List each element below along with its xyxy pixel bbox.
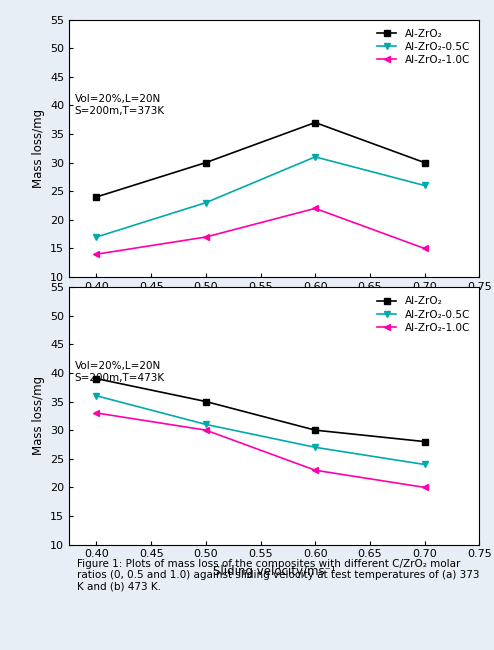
Line: Al-ZrO₂-0.5C: Al-ZrO₂-0.5C (93, 153, 428, 240)
Text: Vol=20%,L=20N
S=200m,T=373K: Vol=20%,L=20N S=200m,T=373K (75, 94, 165, 116)
Al-ZrO₂-1.0C (312, 466, 318, 474)
Al-ZrO₂ (93, 374, 99, 382)
Line: Al-ZrO₂: Al-ZrO₂ (93, 375, 428, 445)
Al-ZrO₂-0.5C (312, 443, 318, 451)
Text: (b): (b) (403, 307, 424, 322)
Legend: Al-ZrO₂, Al-ZrO₂-0.5C, Al-ZrO₂-1.0C: Al-ZrO₂, Al-ZrO₂-0.5C, Al-ZrO₂-1.0C (373, 292, 474, 337)
Line: Al-ZrO₂: Al-ZrO₂ (93, 119, 428, 200)
Line: Al-ZrO₂-1.0C: Al-ZrO₂-1.0C (93, 205, 428, 257)
Y-axis label: Mass loss/mg: Mass loss/mg (32, 109, 44, 188)
Text: Vol=20%,L=20N
S=200m,T=473K: Vol=20%,L=20N S=200m,T=473K (75, 361, 165, 383)
Al-ZrO₂ (93, 193, 99, 201)
Al-ZrO₂-0.5C (312, 153, 318, 161)
Al-ZrO₂-0.5C (203, 421, 209, 428)
Al-ZrO₂ (203, 398, 209, 406)
Al-ZrO₂-1.0C (93, 250, 99, 258)
Al-ZrO₂-1.0C (203, 233, 209, 241)
Al-ZrO₂-1.0C (93, 409, 99, 417)
Al-ZrO₂ (421, 159, 427, 166)
Text: Figure 1: Plots of mass loss of the composites with different C/ZrO₂ molar
ratio: Figure 1: Plots of mass loss of the comp… (78, 559, 480, 592)
Al-ZrO₂-0.5C (93, 392, 99, 400)
Al-ZrO₂ (312, 119, 318, 127)
Al-ZrO₂-1.0C (421, 244, 427, 252)
Al-ZrO₂-1.0C (203, 426, 209, 434)
Al-ZrO₂-1.0C (312, 205, 318, 213)
X-axis label: Sliding velocity/ms⁻¹: Sliding velocity/ms⁻¹ (213, 298, 335, 311)
Al-ZrO₂-0.5C (203, 199, 209, 207)
Al-ZrO₂ (312, 426, 318, 434)
Al-ZrO₂-0.5C (421, 181, 427, 189)
Line: Al-ZrO₂-0.5C: Al-ZrO₂-0.5C (93, 393, 428, 468)
X-axis label: Sliding velocity/ms⁻¹: Sliding velocity/ms⁻¹ (213, 565, 335, 578)
Al-ZrO₂-1.0C (421, 484, 427, 491)
Text: (a): (a) (403, 40, 424, 55)
Y-axis label: Mass loss/mg: Mass loss/mg (32, 376, 44, 456)
Al-ZrO₂-0.5C (93, 233, 99, 241)
Al-ZrO₂ (421, 437, 427, 445)
Legend: Al-ZrO₂, Al-ZrO₂-0.5C, Al-ZrO₂-1.0C: Al-ZrO₂, Al-ZrO₂-0.5C, Al-ZrO₂-1.0C (373, 25, 474, 70)
Al-ZrO₂-0.5C (421, 461, 427, 469)
Line: Al-ZrO₂-1.0C: Al-ZrO₂-1.0C (93, 410, 428, 491)
Al-ZrO₂ (203, 159, 209, 166)
